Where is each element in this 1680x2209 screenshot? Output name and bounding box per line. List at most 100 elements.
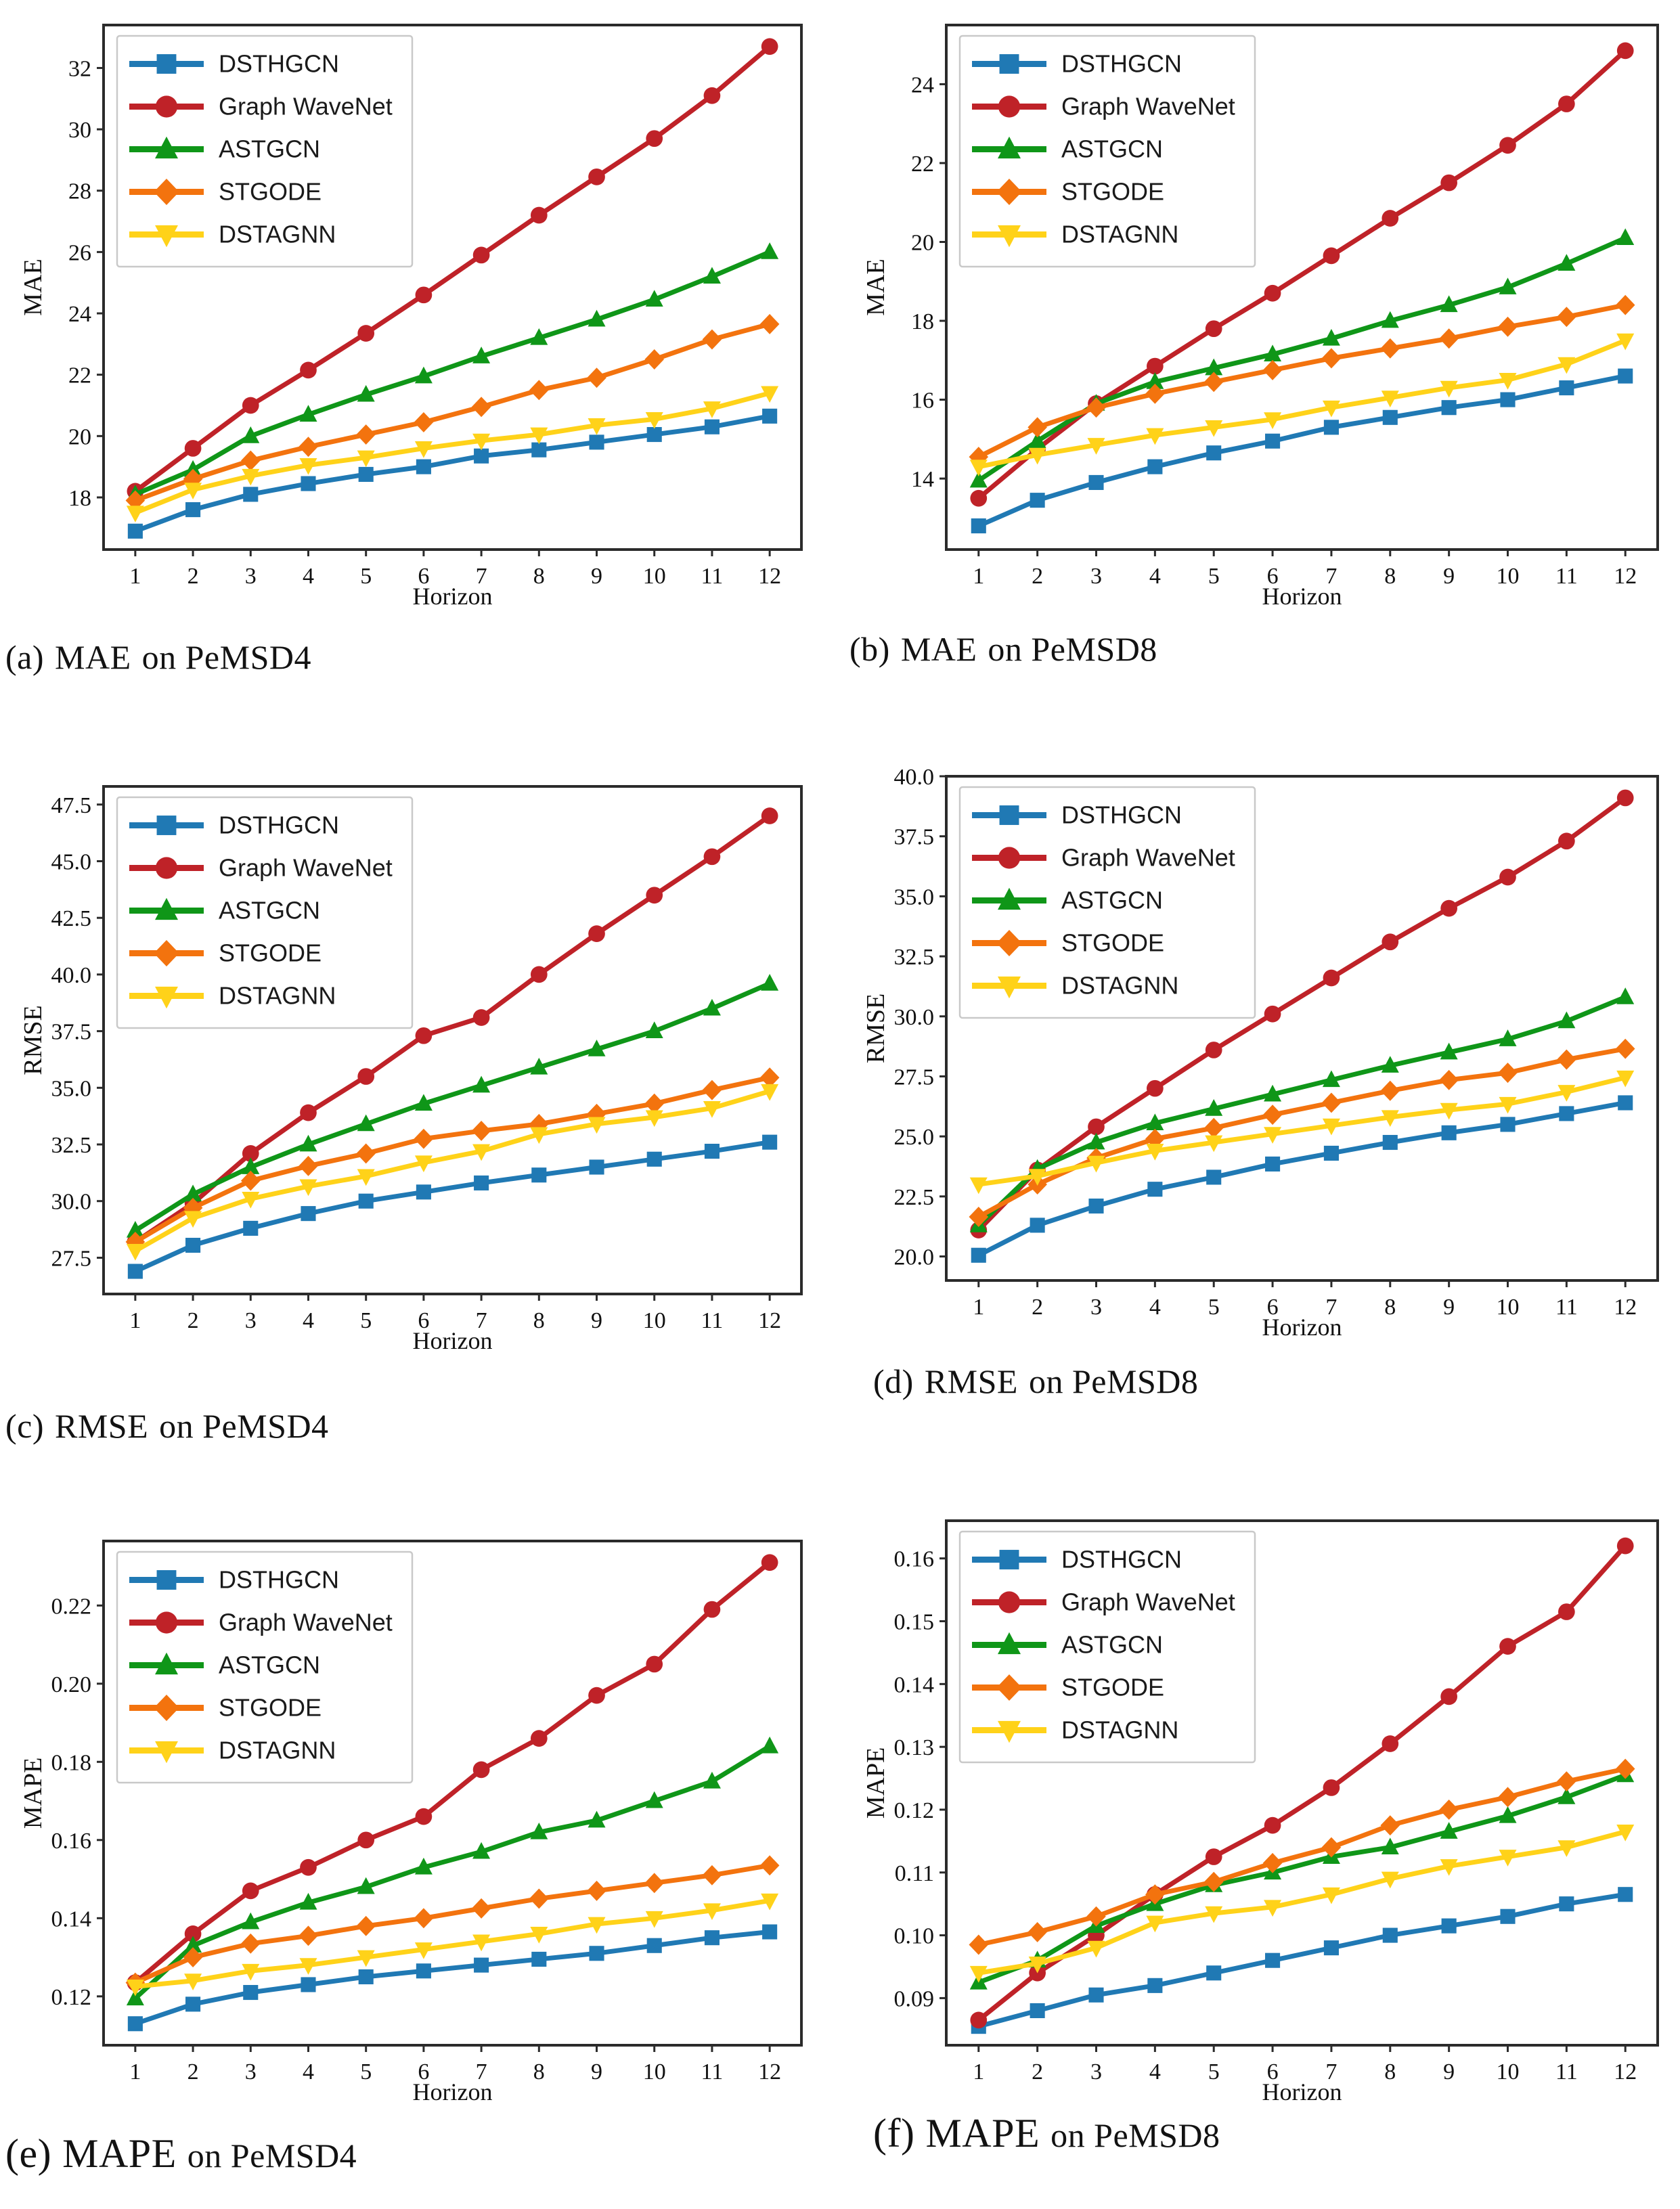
legend-sample-marker — [155, 857, 178, 879]
series-marker-DSTAGNN — [126, 1243, 144, 1261]
x-tick-label: 8 — [533, 2059, 545, 2084]
legend-label: DSTAGNN — [1061, 1716, 1178, 1744]
series-marker-STGODE — [1203, 1117, 1224, 1138]
series-marker-STGODE — [1145, 1884, 1165, 1905]
legend-sample-marker — [154, 939, 179, 967]
series-marker-DSTHGCN — [762, 1134, 778, 1150]
series-marker-STGODE — [1203, 372, 1224, 393]
x-tick-label: 4 — [1149, 564, 1161, 589]
legend-label: ASTGCN — [1061, 887, 1163, 914]
caption-e: (e) MAPE on PeMSD4 — [5, 2130, 357, 2177]
series-marker-DSTAGNN — [472, 433, 491, 451]
series-marker-DSTHGCN — [1088, 1198, 1104, 1214]
series-marker-DSTAGNN — [530, 1127, 548, 1144]
caption-c-rest: on PeMSD4 — [159, 1407, 329, 1445]
series-marker-Graph WaveNet — [415, 286, 433, 304]
caption-b: (b) MAE on PeMSD8 — [849, 629, 1157, 669]
series-marker-STGODE — [1557, 1049, 1576, 1070]
series-marker-DSTHGCN — [1030, 2003, 1045, 2019]
legend-box — [958, 35, 1256, 268]
series-marker-DSTAGNN — [761, 386, 779, 403]
legend-sample-marker — [154, 178, 179, 206]
series-marker-ASTGCN — [1381, 1056, 1399, 1073]
series-marker-Graph WaveNet — [1616, 789, 1634, 807]
series-marker-Graph WaveNet — [1558, 1603, 1575, 1620]
x-tick-label: 11 — [701, 564, 724, 589]
series-marker-Graph WaveNet — [970, 2011, 988, 2029]
series-marker-ASTGCN — [184, 460, 202, 477]
y-tick-label: 30.0 — [894, 1005, 935, 1030]
series-marker-DSTAGNN — [357, 1950, 375, 1967]
series-marker-DSTHGCN — [1382, 1927, 1398, 1943]
caption-d-label: (d) — [873, 1362, 914, 1400]
series-line-DSTHGCN — [133, 414, 772, 534]
x-tick-label: 3 — [245, 1308, 257, 1333]
series-marker-DSTAGNN — [1322, 1887, 1340, 1904]
legend-label: DSTAGNN — [219, 221, 336, 248]
x-tick-label: 2 — [187, 564, 199, 589]
x-tick-label: 6 — [1267, 564, 1279, 589]
x-tick-label: 7 — [476, 1308, 487, 1333]
series-marker-ASTGCN — [1616, 987, 1635, 1004]
series-marker-STGODE — [414, 1128, 434, 1149]
series-marker-DSTHGCN — [1206, 1965, 1222, 1981]
series-marker-DSTAGNN — [1146, 1144, 1164, 1161]
series-marker-DSTHGCN — [1147, 1182, 1163, 1197]
series-marker-ASTGCN — [703, 267, 721, 284]
legend-sample-marker — [998, 847, 1021, 869]
series-marker-Graph WaveNet — [761, 38, 778, 55]
series-marker-DSTHGCN — [1088, 474, 1104, 490]
series-marker-ASTGCN — [1028, 431, 1046, 449]
legend-box — [116, 796, 414, 1029]
series-marker-STGODE — [702, 329, 722, 350]
series-marker-ASTGCN — [357, 384, 375, 402]
x-tick-label: 5 — [1208, 564, 1220, 589]
series-marker-STGODE — [644, 1093, 665, 1114]
y-tick-label: 0.16 — [894, 1547, 935, 1572]
y-tick-label: 32.5 — [894, 945, 935, 970]
caption-a-rest: on PeMSD4 — [141, 638, 311, 676]
series-marker-DSTAGNN — [472, 1144, 491, 1161]
series-marker-ASTGCN — [414, 366, 433, 384]
x-tick-label: 1 — [973, 2059, 984, 2084]
y-tick-label: 0.09 — [894, 1986, 935, 2011]
series-marker-ASTGCN — [588, 1810, 606, 1828]
y-axis-label: MAPE — [866, 1747, 890, 1819]
legend-sample-marker — [155, 136, 178, 159]
series-marker-Graph WaveNet — [1088, 1118, 1105, 1136]
y-tick-label: 18 — [911, 309, 934, 334]
series-line-DSTAGNN — [976, 1829, 1628, 1976]
series-marker-Graph WaveNet — [1205, 320, 1222, 338]
y-tick-label: 22 — [68, 363, 91, 388]
series-marker-DSTAGNN — [414, 1155, 433, 1173]
series-line-DSTHGCN — [976, 1892, 1628, 2029]
series-marker-DSTAGNN — [1616, 1825, 1635, 1842]
x-tick-label: 2 — [1032, 2059, 1043, 2084]
x-axis-label: Horizon — [1262, 583, 1342, 610]
x-axis-label: Horizon — [413, 1327, 493, 1354]
series-marker-DSTHGCN — [971, 518, 986, 534]
legend-label: DSTAGNN — [1061, 972, 1178, 1000]
series-marker-STGODE — [969, 1934, 989, 1955]
x-tick-label: 12 — [758, 1308, 781, 1333]
series-marker-Graph WaveNet — [1381, 933, 1399, 951]
y-tick-label: 35.0 — [894, 885, 935, 910]
series-marker-DSTAGNN — [1322, 400, 1340, 418]
series-marker-DSTAGNN — [1205, 1906, 1223, 1923]
series-marker-ASTGCN — [1499, 277, 1517, 294]
series-marker-Graph WaveNet — [970, 489, 988, 507]
legend-sample-marker — [998, 1720, 1021, 1743]
series-marker-DSTAGNN — [472, 1934, 491, 1952]
legend-label: Graph WaveNet — [219, 1609, 393, 1636]
series-marker-Graph WaveNet — [300, 361, 317, 379]
series-marker-DSTAGNN — [1146, 428, 1164, 445]
x-tick-label: 3 — [1090, 2059, 1102, 2084]
series-marker-DSTAGNN — [299, 1958, 317, 1975]
series-marker-DSTAGNN — [1440, 1102, 1458, 1120]
series-marker-ASTGCN — [1264, 1084, 1282, 1102]
series-marker-ASTGCN — [299, 405, 317, 422]
x-tick-label: 1 — [129, 1308, 141, 1333]
series-marker-STGODE — [1027, 1921, 1047, 1942]
